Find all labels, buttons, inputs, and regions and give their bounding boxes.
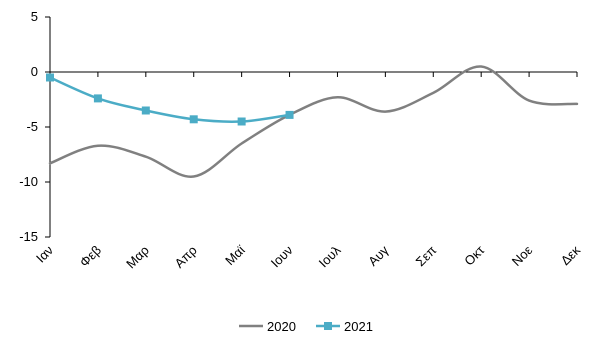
y-tick-label: -10 bbox=[19, 174, 38, 189]
x-tick-label: Νοε bbox=[509, 242, 536, 269]
x-tick-label: Ιουλ bbox=[316, 242, 344, 270]
y-tick-label: -5 bbox=[26, 119, 38, 134]
x-tick-label: Ιουν bbox=[268, 243, 296, 271]
x-tick-label: Απρ bbox=[172, 243, 200, 271]
data-point-2021 bbox=[189, 115, 198, 124]
data-point-2021 bbox=[93, 94, 102, 103]
legend-label-2021: 2021 bbox=[344, 319, 373, 334]
x-tick-label: Μαϊ bbox=[222, 242, 248, 268]
data-point-2021 bbox=[237, 117, 246, 126]
legend-marker-2021 bbox=[324, 322, 332, 330]
y-tick-label: 0 bbox=[31, 64, 38, 79]
series-group bbox=[46, 65, 579, 178]
data-point-2021 bbox=[46, 73, 54, 82]
data-point-2021 bbox=[141, 106, 150, 115]
y-tick-label: 5 bbox=[31, 9, 38, 24]
axes bbox=[45, 16, 578, 238]
data-point-2021 bbox=[285, 110, 294, 119]
x-tick-label: Ιαν bbox=[33, 243, 56, 266]
legend: 2020 2021 bbox=[239, 319, 373, 334]
series-line-2021 bbox=[48, 76, 291, 123]
x-tick-label: Δεκ bbox=[558, 242, 584, 268]
x-tick-label: Αυγ bbox=[365, 242, 392, 269]
x-tick-label: Μαρ bbox=[123, 243, 152, 272]
x-tick-label: Φεβ bbox=[77, 243, 104, 270]
y-tick-label: -15 bbox=[19, 229, 38, 244]
series-line-2020 bbox=[48, 65, 579, 178]
x-tick-label: Σεπ bbox=[413, 243, 440, 270]
legend-label-2020: 2020 bbox=[267, 319, 296, 334]
x-tick-label: Οκτ bbox=[461, 242, 488, 269]
